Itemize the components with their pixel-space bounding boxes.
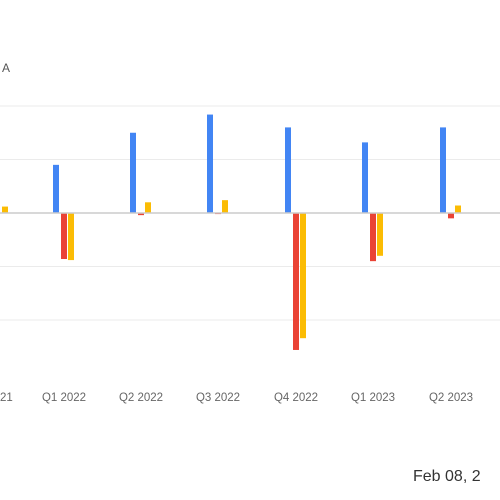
bar-series-1-q2-2023 xyxy=(440,127,446,213)
x-tick-label: Q1 2022 xyxy=(42,392,86,404)
bar-series-3-q4-2021 xyxy=(2,206,8,213)
x-tick-labels: 21 Q1 2022 Q2 2022 Q3 2022 Q4 2022 Q1 2023 Q2 … xyxy=(0,392,473,404)
bar-series-1-q1-2023 xyxy=(362,142,368,213)
bar-series-2-q1-2022 xyxy=(61,213,67,260)
bar-series-1-q2-2022 xyxy=(130,132,136,213)
x-tick-label: Q1 2023 xyxy=(351,392,395,404)
x-tick-label: Q3 2022 xyxy=(196,392,240,404)
x-tick-label: 21 xyxy=(0,392,13,404)
bar-series-2-q4-2022 xyxy=(293,213,299,350)
bar-series-2-q2-2022 xyxy=(138,213,144,216)
gridlines xyxy=(0,105,500,321)
bars xyxy=(2,114,461,350)
bar-series-1-q4-2022 xyxy=(285,127,291,213)
bar-series-3-q2-2023 xyxy=(455,205,461,213)
bar-series-3-q1-2022 xyxy=(68,213,74,261)
bar-series-3-q2-2022 xyxy=(145,202,151,213)
bar-series-3-q4-2022 xyxy=(300,213,306,339)
bar-series-3-q1-2023 xyxy=(377,213,383,256)
bar-series-1-q1-2022 xyxy=(53,164,59,213)
x-tick-label: Q2 2022 xyxy=(119,392,163,404)
date-label: Feb 08, 2 xyxy=(413,468,481,485)
x-tick-label: Q2 2023 xyxy=(429,392,473,404)
corner-label: A xyxy=(2,61,10,75)
bar-series-2-q2-2023 xyxy=(448,213,454,219)
bar-series-3-q3-2022 xyxy=(222,200,228,213)
bar-series-1-q3-2022 xyxy=(207,114,213,213)
x-tick-label: Q4 2022 xyxy=(274,392,318,404)
bar-series-2-q1-2023 xyxy=(370,213,376,262)
